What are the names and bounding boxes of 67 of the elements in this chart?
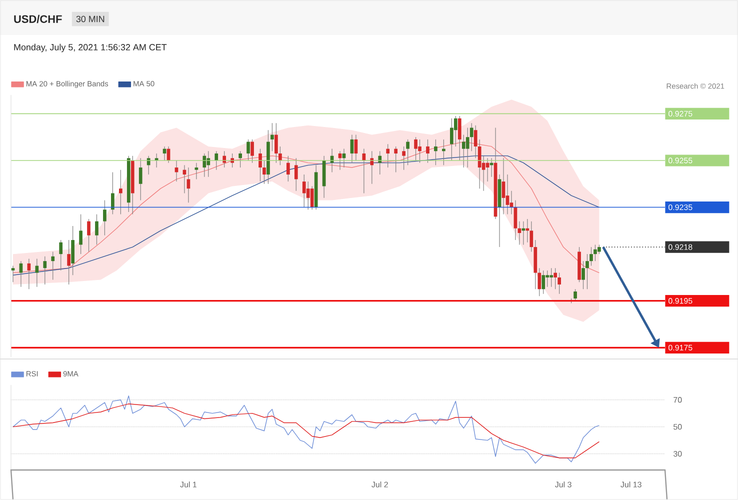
candlestick	[530, 221, 534, 252]
candlestick	[590, 246, 593, 266]
candlestick	[442, 139, 446, 166]
candlestick	[550, 268, 554, 288]
candlestick	[111, 172, 114, 215]
candlestick	[194, 162, 198, 180]
candlestick	[103, 200, 106, 236]
candlestick	[418, 139, 422, 164]
candlestick	[306, 181, 310, 210]
candlestick	[558, 272, 562, 294]
candlestick	[262, 160, 266, 184]
candlestick	[71, 226, 74, 276]
candlestick	[67, 240, 70, 285]
candlestick	[286, 156, 290, 182]
candlestick	[19, 260, 23, 288]
candlestick	[402, 146, 406, 170]
candlestick	[138, 158, 142, 201]
candlestick	[214, 150, 218, 170]
candlestick	[186, 167, 190, 203]
line-series	[12, 395, 600, 464]
candlestick	[426, 139, 430, 164]
candlestick	[594, 244, 597, 262]
line-series	[12, 404, 600, 458]
candlestick	[246, 139, 250, 161]
candlestick	[542, 270, 546, 294]
candlestick	[454, 116, 458, 147]
candlestick	[250, 139, 254, 164]
candlestick	[406, 139, 410, 166]
candlestick	[43, 256, 47, 285]
candlestick	[274, 122, 278, 164]
candlestick	[386, 144, 390, 168]
candlestick	[258, 148, 262, 182]
candlestick	[310, 186, 314, 210]
candlestick	[59, 240, 63, 271]
candlestick	[270, 122, 274, 152]
candlestick	[502, 158, 506, 215]
candlestick	[238, 150, 242, 168]
candlestick	[278, 146, 282, 166]
candlestick	[394, 146, 398, 172]
candlestick	[414, 136, 418, 161]
candlestick	[598, 244, 601, 254]
candlestick	[95, 214, 98, 246]
candlestick	[87, 218, 90, 252]
chart-subtitle: 30 MIN	[76, 16, 104, 22]
chart-title: USD/CHF	[14, 14, 62, 24]
candlestick	[51, 251, 55, 280]
candlestick	[466, 127, 470, 168]
candlestick	[546, 270, 550, 288]
candlestick	[11, 265, 15, 282]
candlestick	[294, 158, 298, 192]
text: Monday, July 5, 2021 1:56:32 AM CET	[14, 44, 167, 52]
candlestick	[470, 122, 474, 152]
candlestick	[458, 116, 462, 161]
candlestick	[302, 174, 306, 208]
candlestick	[35, 258, 39, 288]
candlestick	[462, 134, 466, 168]
candlestick	[538, 268, 542, 296]
candlestick	[554, 268, 558, 290]
candlestick	[506, 174, 510, 215]
candlestick	[434, 139, 438, 166]
candlestick	[79, 214, 82, 254]
candlestick	[118, 170, 122, 215]
candlestick	[582, 260, 585, 290]
candlestick	[450, 118, 454, 161]
candlestick	[574, 288, 577, 302]
candlestick	[202, 153, 206, 178]
candlestick	[586, 254, 589, 290]
